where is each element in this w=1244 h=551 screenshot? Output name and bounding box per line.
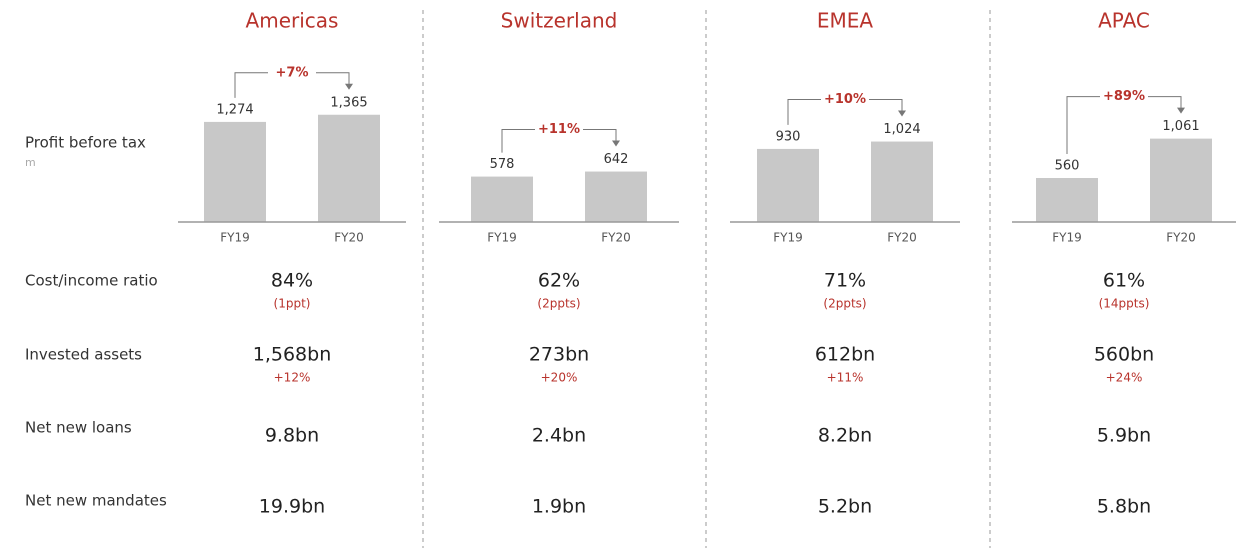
invested-assets: 273bn: [529, 344, 589, 366]
invested-assets-change: +12%: [274, 371, 311, 385]
bar: [1036, 178, 1098, 222]
value-label: 560: [1055, 159, 1080, 174]
bar: [318, 114, 380, 222]
net-new-mandates: 1.9bn: [532, 496, 586, 518]
arrow-head: [898, 110, 906, 117]
bar: [204, 121, 266, 222]
x-tick-label: FY20: [887, 231, 917, 245]
value-label: 578: [490, 157, 515, 172]
x-tick-label: FY20: [601, 231, 631, 245]
value-label: 1,024: [883, 122, 920, 137]
annotation-bg: [1100, 88, 1148, 105]
arrow-head: [612, 140, 620, 147]
chart-title: Americas: [246, 9, 339, 33]
x-tick-label: FY20: [334, 231, 364, 245]
annotation-bg: [535, 121, 583, 138]
invested-assets: 1,568bn: [253, 344, 332, 366]
net-new-loans: 5.9bn: [1097, 425, 1151, 447]
annotation: +7%: [276, 65, 309, 80]
annotation-bg: [268, 64, 316, 81]
cost-income-change: (1ppt): [274, 297, 311, 311]
net-new-mandates: 5.2bn: [818, 496, 872, 518]
cost-income-change: (2ppts): [537, 297, 580, 311]
cost-income: 71%: [824, 270, 866, 292]
cost-income-change: (14ppts): [1099, 297, 1150, 311]
cost-income: 62%: [538, 270, 580, 292]
cost-income: 84%: [271, 270, 313, 292]
arrow-head: [1177, 107, 1185, 114]
bar: [471, 176, 533, 222]
net-new-mandates: 5.8bn: [1097, 496, 1151, 518]
annotation: +11%: [538, 122, 580, 137]
net-new-loans: 9.8bn: [265, 425, 319, 447]
chart-title: APAC: [1098, 9, 1150, 33]
value-label: 1,061: [1162, 119, 1199, 134]
value-label: 642: [604, 152, 629, 167]
value-label: 1,274: [216, 102, 253, 117]
invested-assets-change: +24%: [1106, 371, 1143, 385]
row-label: Net new mandates: [25, 492, 167, 510]
bar: [871, 141, 933, 222]
row-label: Invested assets: [25, 346, 142, 364]
annotation: +10%: [824, 92, 866, 107]
x-tick-label: FY19: [487, 231, 517, 245]
cost-income: 61%: [1103, 270, 1145, 292]
row-label: Cost/income ratio: [25, 272, 158, 290]
value-label: 930: [776, 129, 801, 144]
invested-assets: 612bn: [815, 344, 875, 366]
net-new-loans: 8.2bn: [818, 425, 872, 447]
bar: [757, 148, 819, 222]
row-label: Profit before tax: [25, 134, 146, 152]
x-tick-label: FY19: [773, 231, 803, 245]
net-new-mandates: 19.9bn: [259, 496, 325, 518]
chart-title: EMEA: [817, 9, 874, 33]
net-new-loans: 2.4bn: [532, 425, 586, 447]
annotation: +89%: [1103, 89, 1145, 104]
annotation-bg: [821, 91, 869, 108]
bar: [585, 171, 647, 222]
unit: m: [25, 156, 36, 169]
invested-assets-change: +20%: [541, 371, 578, 385]
cost-income-change: (2ppts): [823, 297, 866, 311]
invested-assets-change: +11%: [827, 371, 864, 385]
arrow-head: [345, 83, 353, 90]
chart-title: Switzerland: [501, 9, 618, 33]
x-tick-label: FY19: [220, 231, 250, 245]
value-label: 1,365: [330, 95, 367, 110]
row-label: Net new loans: [25, 419, 132, 437]
bar: [1150, 138, 1212, 222]
x-tick-label: FY19: [1052, 231, 1082, 245]
x-tick-label: FY20: [1166, 231, 1196, 245]
invested-assets: 560bn: [1094, 344, 1154, 366]
